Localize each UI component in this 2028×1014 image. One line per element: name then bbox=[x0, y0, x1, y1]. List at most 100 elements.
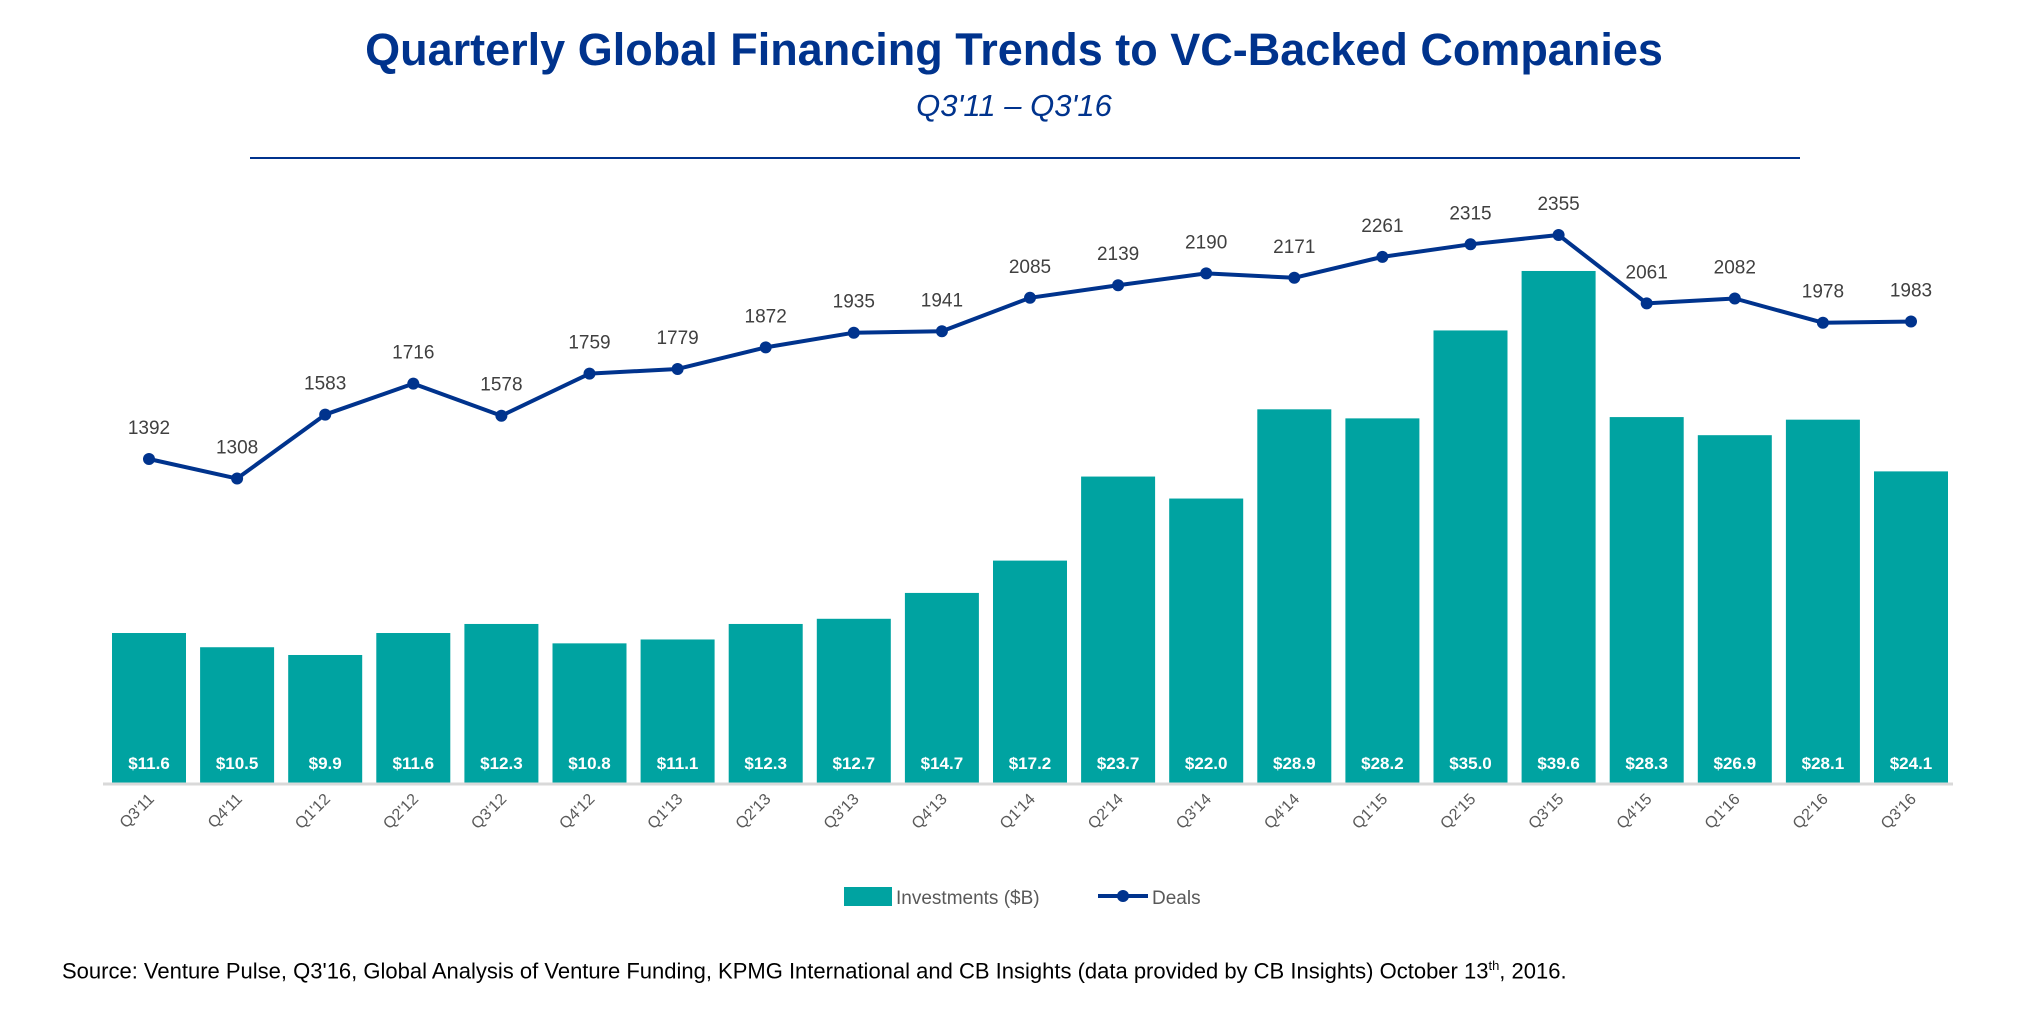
bar-label-18: $26.9 bbox=[1714, 754, 1757, 773]
deals-label-4: 1578 bbox=[480, 375, 522, 396]
bar-15 bbox=[1433, 330, 1508, 783]
legend-label-deals: Deals bbox=[1152, 888, 1201, 909]
deals-label-8: 1935 bbox=[833, 292, 875, 313]
bar-label-13: $28.9 bbox=[1273, 754, 1316, 773]
x-tick-label-16: Q3'15 bbox=[1526, 791, 1568, 833]
deals-point-19 bbox=[1816, 316, 1829, 329]
deals-label-3: 1716 bbox=[392, 343, 434, 364]
deals-label-0: 1392 bbox=[128, 418, 170, 439]
bar-19 bbox=[1785, 419, 1860, 783]
deals-label-10: 2085 bbox=[1009, 257, 1051, 278]
bar-9 bbox=[904, 592, 979, 783]
source-suffix: , 2016. bbox=[1499, 958, 1567, 984]
bar-17 bbox=[1609, 417, 1684, 783]
bar-label-19: $28.1 bbox=[1802, 754, 1845, 773]
bar-label-12: $22.0 bbox=[1185, 754, 1228, 773]
deals-point-9 bbox=[935, 325, 948, 338]
bar-label-20: $24.1 bbox=[1890, 754, 1933, 773]
deals-point-12 bbox=[1200, 267, 1213, 280]
bar-label-9: $14.7 bbox=[921, 754, 964, 773]
x-tick-label-3: Q2'12 bbox=[380, 791, 422, 833]
deals-label-14: 2261 bbox=[1361, 216, 1403, 237]
x-tick-label-7: Q2'13 bbox=[733, 791, 775, 833]
source-text: Source: Venture Pulse, Q3'16, Global Ana… bbox=[62, 958, 1489, 984]
bar-label-3: $11.6 bbox=[392, 754, 434, 773]
deals-label-19: 1978 bbox=[1802, 282, 1844, 303]
legend-marker-deals bbox=[1117, 890, 1129, 902]
deals-point-1 bbox=[231, 472, 244, 485]
deals-point-13 bbox=[1288, 271, 1301, 284]
deals-point-5 bbox=[583, 367, 596, 380]
deals-point-6 bbox=[671, 362, 684, 375]
deals-label-20: 1983 bbox=[1890, 281, 1932, 302]
bar-10 bbox=[993, 560, 1067, 783]
title-divider bbox=[250, 157, 1800, 159]
bar-label-0: $11.6 bbox=[128, 754, 170, 773]
deals-label-18: 2082 bbox=[1714, 258, 1756, 279]
deals-point-8 bbox=[847, 326, 860, 339]
deals-label-5: 1759 bbox=[568, 333, 610, 354]
legend-swatch-investments bbox=[844, 887, 892, 906]
bar-3 bbox=[376, 633, 451, 783]
bar-14 bbox=[1345, 418, 1420, 783]
deals-point-15 bbox=[1464, 238, 1477, 251]
x-tick-label-14: Q1'15 bbox=[1349, 791, 1391, 833]
bar-11 bbox=[1081, 476, 1156, 783]
deals-point-7 bbox=[759, 341, 772, 354]
x-tick-label-13: Q4'14 bbox=[1261, 791, 1303, 833]
deals-label-15: 2315 bbox=[1449, 203, 1491, 224]
bar-1 bbox=[200, 647, 275, 783]
deals-label-1: 1308 bbox=[216, 438, 258, 459]
deals-label-11: 2139 bbox=[1097, 244, 1139, 265]
x-tick-label-15: Q2'15 bbox=[1437, 791, 1479, 833]
deals-label-13: 2171 bbox=[1273, 237, 1315, 258]
bar-label-7: $12.3 bbox=[744, 754, 787, 773]
deals-label-9: 1941 bbox=[921, 290, 963, 311]
bar-label-2: $9.9 bbox=[309, 754, 342, 773]
x-tick-label-18: Q1'16 bbox=[1702, 791, 1744, 833]
bar-label-11: $23.7 bbox=[1097, 754, 1140, 773]
deals-label-17: 2061 bbox=[1626, 262, 1668, 283]
deals-label-2: 1583 bbox=[304, 374, 346, 395]
x-tick-label-17: Q4'15 bbox=[1614, 791, 1656, 833]
bar-12 bbox=[1169, 498, 1244, 783]
x-tick-label-19: Q2'16 bbox=[1790, 791, 1832, 833]
deals-point-10 bbox=[1024, 291, 1036, 304]
bar-label-4: $12.3 bbox=[480, 754, 523, 773]
source-sup: th bbox=[1488, 958, 1500, 973]
bar-13 bbox=[1257, 409, 1332, 783]
bar-2 bbox=[288, 654, 363, 783]
deals-point-16 bbox=[1552, 229, 1565, 242]
x-tick-label-10: Q1'14 bbox=[997, 791, 1039, 833]
bar-18 bbox=[1697, 435, 1772, 783]
x-tick-label-0: Q3'11 bbox=[117, 791, 158, 832]
bar-0 bbox=[112, 633, 186, 783]
deals-point-20 bbox=[1905, 315, 1917, 328]
deals-point-17 bbox=[1640, 297, 1653, 310]
legend-label-investments: Investments ($B) bbox=[896, 888, 1040, 909]
chart-subtitle: Q3'11 – Q3'16 bbox=[916, 88, 1112, 123]
x-tick-label-4: Q3'12 bbox=[468, 791, 510, 833]
bar-8 bbox=[816, 618, 891, 783]
x-tick-label-9: Q4'13 bbox=[909, 791, 951, 833]
deals-point-0 bbox=[143, 453, 155, 465]
x-tick-label-8: Q3'13 bbox=[821, 791, 863, 833]
chart-title: Quarterly Global Financing Trends to VC-… bbox=[365, 24, 1663, 75]
bar-label-14: $28.2 bbox=[1361, 754, 1404, 773]
x-tick-label-2: Q1'12 bbox=[292, 791, 334, 833]
bar-4 bbox=[464, 623, 539, 783]
deals-point-14 bbox=[1376, 250, 1389, 263]
bar-6 bbox=[640, 639, 715, 783]
deals-point-11 bbox=[1112, 279, 1125, 292]
deals-label-7: 1872 bbox=[745, 306, 787, 327]
bar-7 bbox=[728, 623, 803, 783]
x-tick-label-1: Q4'11 bbox=[205, 791, 246, 832]
x-tick-label-20: Q3'16 bbox=[1878, 791, 1920, 833]
bar-label-1: $10.5 bbox=[216, 754, 259, 773]
deals-label-6: 1779 bbox=[656, 328, 698, 349]
bar-16 bbox=[1521, 270, 1596, 783]
x-tick-label-5: Q4'12 bbox=[556, 791, 598, 833]
deals-point-4 bbox=[495, 409, 508, 422]
deals-point-3 bbox=[407, 377, 420, 390]
